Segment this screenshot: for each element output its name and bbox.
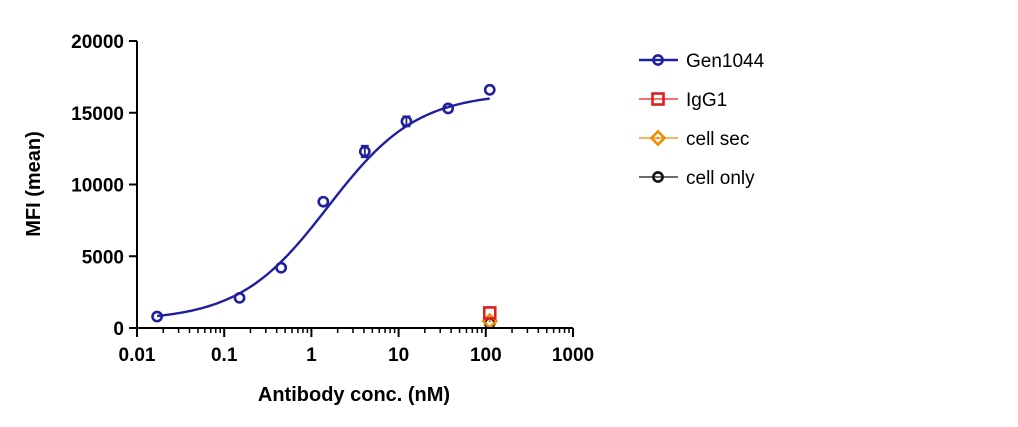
y-axis-title: MFI (mean) bbox=[23, 131, 45, 237]
plot-area bbox=[151, 83, 499, 330]
data-point-gen1044 bbox=[400, 115, 413, 128]
legend-label: IgG1 bbox=[686, 90, 727, 111]
x-tick-label: 100 bbox=[470, 345, 502, 366]
legend-item-igg1: IgG1 bbox=[639, 90, 727, 111]
data-point-gen1044 bbox=[358, 145, 371, 158]
legend-label: cell sec bbox=[686, 129, 749, 150]
data-point-gen1044 bbox=[317, 195, 330, 208]
legend-label: cell only bbox=[686, 168, 755, 189]
data-point-gen1044 bbox=[275, 261, 288, 274]
x-tick-label: 0.01 bbox=[119, 345, 156, 366]
data-point-igg1 bbox=[482, 306, 497, 320]
y-tick-label: 10000 bbox=[71, 176, 124, 197]
legend-marker-cell-sec bbox=[649, 129, 667, 147]
y-tick-label: 0 bbox=[113, 319, 124, 340]
y-tick-label: 15000 bbox=[71, 104, 124, 125]
x-tick-label: 10 bbox=[388, 345, 409, 366]
fit-curve-gen1044 bbox=[156, 97, 490, 318]
data-point-gen1044 bbox=[233, 291, 246, 304]
legend-marker-gen1044 bbox=[652, 54, 664, 66]
legend-label: Gen1044 bbox=[686, 51, 765, 72]
legend: Gen1044 IgG1 cell sec cell only bbox=[639, 51, 765, 189]
legend-marker-igg1 bbox=[651, 92, 665, 106]
x-axis-title: Antibody conc. (nM) bbox=[258, 384, 450, 406]
legend-marker-cell-only bbox=[652, 171, 664, 183]
data-point-gen1044 bbox=[483, 83, 496, 96]
x-tick-label: 1 bbox=[306, 345, 317, 366]
y-tick-label: 20000 bbox=[71, 32, 124, 53]
diamond-marker-outline bbox=[649, 129, 667, 147]
x-tick-label: 1000 bbox=[552, 345, 594, 366]
legend-item-gen1044: Gen1044 bbox=[639, 51, 765, 72]
data-point-gen1044 bbox=[151, 310, 163, 323]
axes: 0 5000 10000 15000 20000 0.01 0.1 1 10 100 1000 bbox=[71, 32, 594, 366]
diamond-marker-dot bbox=[488, 319, 492, 323]
legend-item-cell-sec: cell sec bbox=[639, 129, 749, 150]
data-point-gen1044 bbox=[442, 102, 455, 115]
diamond-marker-dot bbox=[656, 136, 660, 140]
y-tick-label: 5000 bbox=[82, 247, 124, 268]
x-tick-label: 0.1 bbox=[211, 345, 238, 366]
legend-item-cell-only: cell only bbox=[639, 168, 755, 189]
